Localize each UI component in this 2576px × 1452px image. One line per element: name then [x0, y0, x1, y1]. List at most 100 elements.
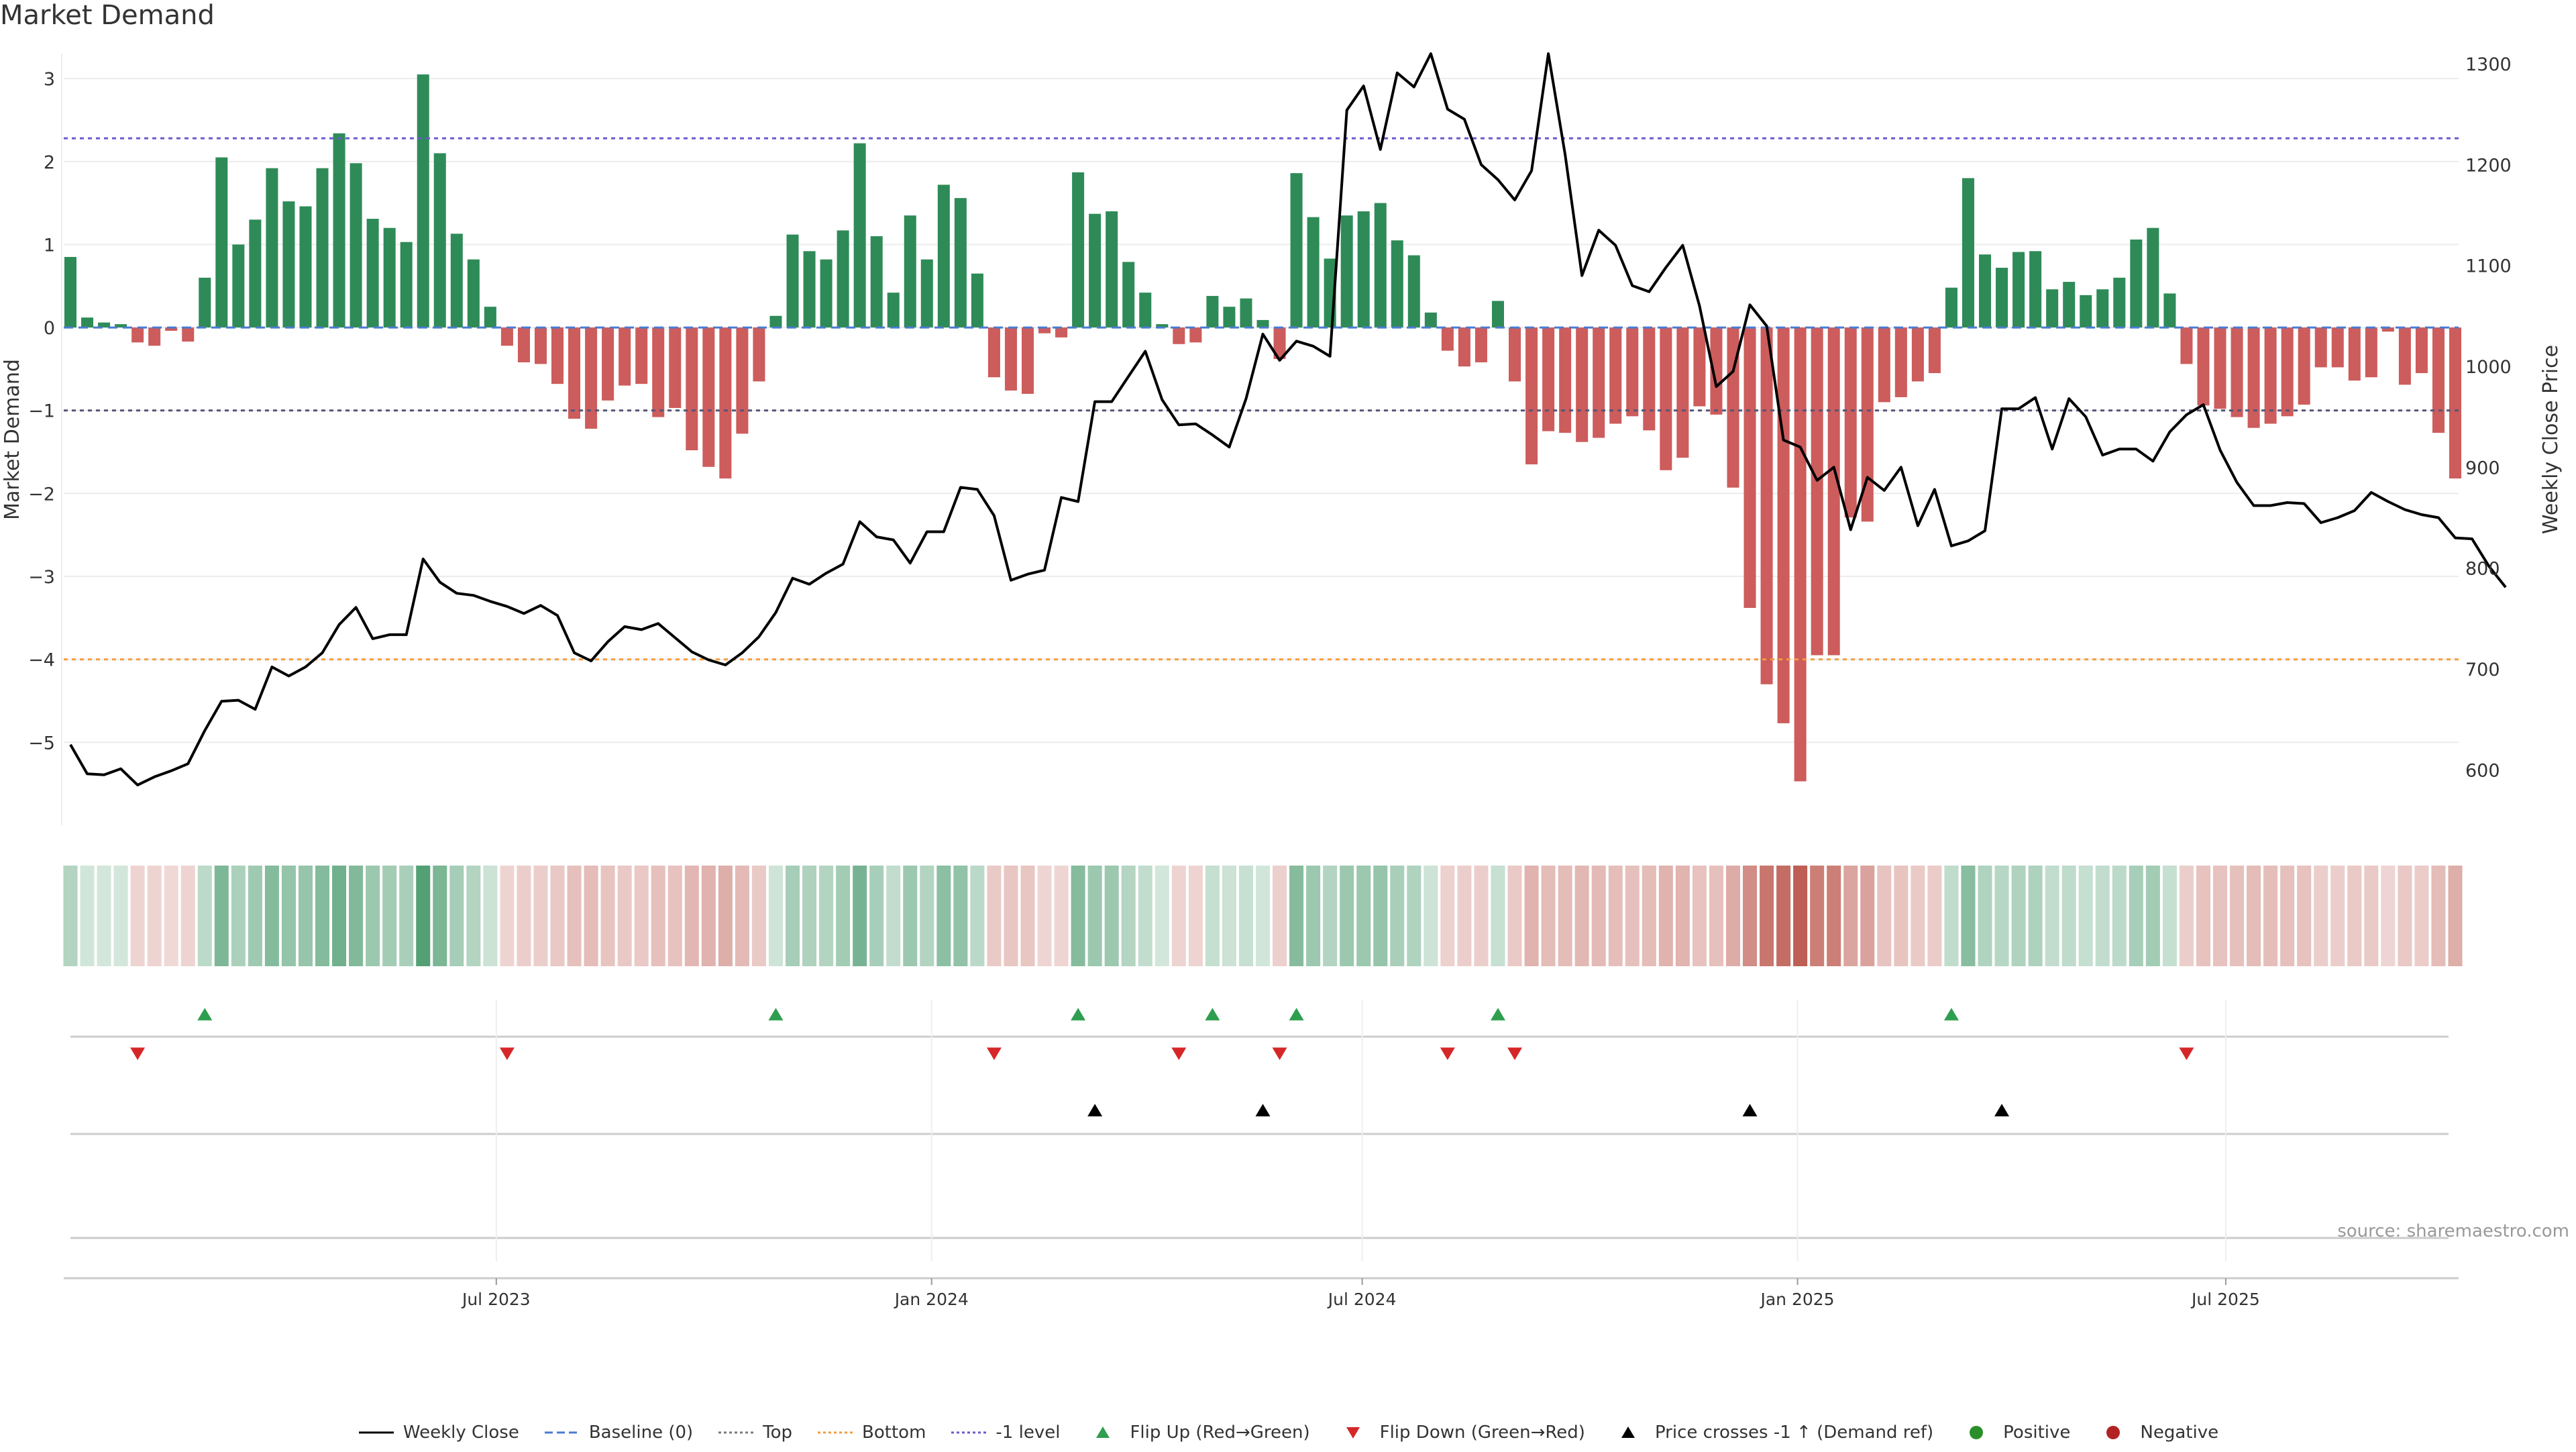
heat-cell — [2431, 866, 2446, 966]
heat-cell — [1894, 866, 1909, 966]
demand-bar — [433, 153, 446, 328]
demand-bar — [1525, 327, 1538, 465]
demand-bar — [2365, 327, 2377, 378]
heat-cell — [113, 866, 128, 966]
legend-item-negative: Negative — [2094, 1422, 2218, 1443]
demand-bar — [165, 327, 178, 331]
heat-cell — [936, 866, 951, 966]
demand-bar — [585, 327, 598, 429]
heat-cell — [298, 866, 313, 966]
demand-bar — [2180, 327, 2193, 364]
legend-item-top: Top — [717, 1422, 792, 1443]
weekly-close-line — [69, 52, 2507, 786]
heat-cell — [315, 866, 330, 966]
heat-cell — [1424, 866, 1438, 966]
flip-up-marker — [768, 1008, 784, 1021]
heat-cell — [953, 866, 968, 966]
demand-bar — [870, 236, 883, 328]
demand-bar — [1106, 211, 1118, 328]
right-tick-label: 800 — [2465, 559, 2500, 580]
heat-cell — [886, 866, 901, 966]
heat-cell — [1860, 866, 1875, 966]
demand-bar — [1374, 203, 1387, 328]
demand-bar — [1693, 327, 1706, 407]
heat-cell — [366, 866, 380, 966]
demand-bar — [1156, 324, 1169, 328]
heat-cell — [1827, 866, 1841, 966]
demand-bar — [2163, 293, 2176, 328]
left-tick-label: 0 — [44, 318, 55, 339]
flip-down-marker — [499, 1047, 515, 1060]
demand-bar — [1307, 217, 1320, 328]
demand-bar — [2331, 327, 2344, 368]
chart-legend: Weekly Close Baseline (0) Top Bottom -1 leve… — [0, 1422, 2576, 1443]
legend-item-flip-up: Flip Up (Red→Green) — [1084, 1422, 1310, 1443]
heat-cell — [2230, 866, 2245, 966]
demand-bar — [2281, 327, 2294, 417]
flip-down-marker — [130, 1047, 146, 1060]
demand-bar — [2247, 327, 2260, 428]
heat-cell — [1944, 866, 1959, 966]
flip-up-marker — [197, 1008, 213, 1021]
demand-bar — [820, 259, 833, 328]
demand-bar — [568, 327, 581, 419]
heat-cell — [1591, 866, 1606, 966]
left-tick-label: −2 — [28, 484, 55, 505]
flip-up-marker — [1943, 1008, 1959, 1021]
left-tick-label: 1 — [44, 235, 55, 256]
flip-down-marker — [986, 1047, 1002, 1060]
demand-bar — [232, 244, 245, 328]
demand-bar — [1827, 327, 1840, 656]
demand-bar — [1458, 327, 1470, 367]
demand-bar — [669, 327, 682, 409]
demand-bars — [64, 74, 2462, 782]
demand-bar — [2046, 289, 2059, 328]
heat-cell — [2347, 866, 2362, 966]
heat-cell — [1289, 866, 1304, 966]
heat-cell — [1608, 866, 1623, 966]
heat-cell — [1541, 866, 1556, 966]
heat-cell — [2112, 866, 2127, 966]
demand-bar — [400, 242, 413, 328]
heat-cell — [2129, 866, 2143, 966]
legend-item-minus-one: -1 level — [950, 1422, 1060, 1443]
legend-symbol — [358, 1431, 394, 1434]
heat-cell — [1843, 866, 1858, 966]
legend-symbol — [1970, 1426, 1984, 1439]
heat-cell — [836, 866, 851, 966]
heat-cell — [1776, 866, 1791, 966]
heat-cell — [1994, 866, 2009, 966]
heat-cell — [2061, 866, 2076, 966]
demand-bar — [786, 234, 799, 328]
heat-cell — [399, 866, 414, 966]
heat-cell — [1507, 866, 1522, 966]
demand-bar — [1139, 293, 1152, 328]
price-cross-marker — [1087, 1104, 1103, 1117]
heat-cell — [1524, 866, 1539, 966]
demand-bar — [2029, 251, 2042, 328]
demand-bar — [1509, 327, 1521, 382]
heat-cell — [970, 866, 985, 966]
demand-bar — [2113, 277, 2126, 328]
x-axis: Jul 2023 Jan 2024 Jul 2024 Jan 2025 Jul 2025 — [64, 1277, 2459, 1309]
heat-cell — [1104, 866, 1119, 966]
heat-cell — [1927, 866, 1942, 966]
heat-cell — [1306, 866, 1321, 966]
heat-cell — [903, 866, 918, 966]
heat-cell — [1356, 866, 1371, 966]
demand-bar — [1173, 327, 1185, 344]
demand-bar — [987, 327, 1000, 378]
heat-cell — [1457, 866, 1472, 966]
heat-cell — [500, 866, 515, 966]
demand-bar — [887, 293, 900, 328]
demand-bar — [1861, 327, 1874, 522]
heat-cell — [2398, 866, 2412, 966]
heat-cell — [2095, 866, 2110, 966]
heat-cell — [869, 866, 884, 966]
demand-bar — [2214, 327, 2226, 409]
heat-cell — [2196, 866, 2210, 966]
left-axis-label: Market Demand — [1, 359, 24, 520]
heat-cell — [718, 866, 733, 966]
x-tick-label: Jul 2025 — [2190, 1290, 2260, 1309]
heat-cell — [1390, 866, 1405, 966]
